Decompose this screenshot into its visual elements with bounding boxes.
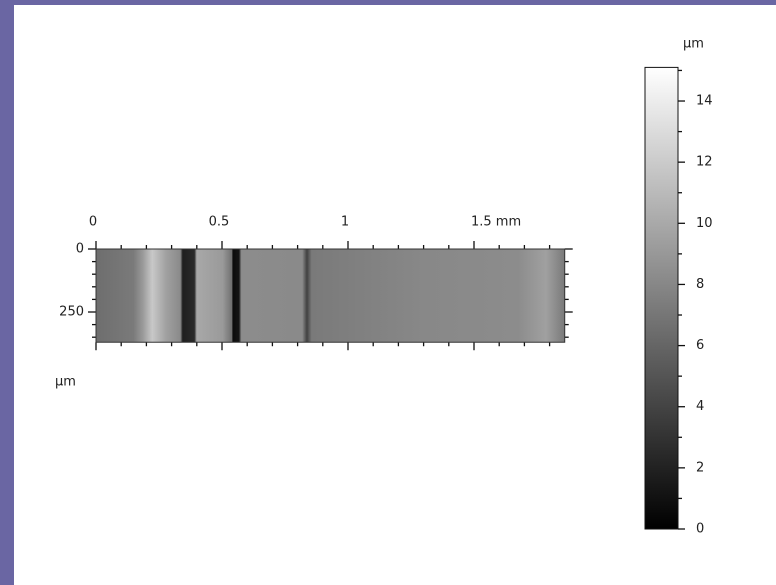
y-tick-label: 0 (76, 242, 84, 257)
colorbar-tick-label: 0 (696, 522, 704, 537)
colorbar-unit: µm (683, 37, 704, 52)
y-tick-label: 250 (59, 305, 84, 320)
colorbar-tick-label: 2 (696, 460, 704, 475)
x-tick-label: 1.5 mm (471, 215, 521, 230)
colorbar-tick-label: 8 (696, 277, 704, 292)
colorbar-tick-label: 10 (696, 216, 713, 231)
colorbar-tick-label: 4 (696, 399, 704, 414)
colorbar-tick-label: 14 (696, 94, 713, 109)
x-tick-label: 0.5 (209, 215, 230, 230)
image-frame (95, 248, 566, 343)
colorbar-tick-label: 12 (696, 155, 713, 170)
colorbar (644, 66, 679, 530)
x-tick-label: 1 (341, 215, 349, 230)
y-unit: µm (55, 375, 76, 390)
colorbar-tick-label: 6 (696, 338, 704, 353)
x-tick-label: 0 (89, 215, 97, 230)
scan-image (96, 249, 565, 343)
